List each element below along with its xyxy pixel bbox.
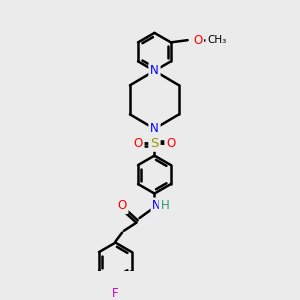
Text: H: H bbox=[160, 199, 169, 212]
Text: CH₃: CH₃ bbox=[207, 35, 226, 45]
Text: N: N bbox=[150, 64, 159, 77]
Text: O: O bbox=[134, 137, 143, 150]
Text: O: O bbox=[166, 137, 176, 150]
Text: O: O bbox=[193, 34, 202, 46]
Text: N: N bbox=[152, 199, 161, 212]
Text: O: O bbox=[118, 199, 127, 212]
Text: N: N bbox=[150, 122, 159, 135]
Text: F: F bbox=[112, 287, 119, 300]
Text: S: S bbox=[150, 137, 159, 150]
